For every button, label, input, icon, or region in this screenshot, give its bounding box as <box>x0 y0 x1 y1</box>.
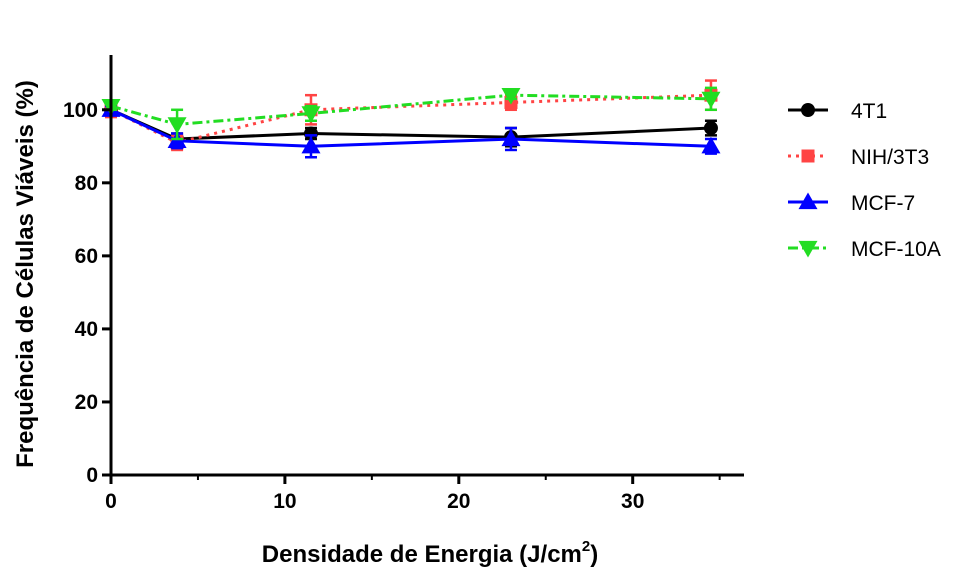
x-axis-title-close: ) <box>590 541 598 568</box>
axes: 0 20 40 60 80 100 0 10 20 30 <box>63 55 744 513</box>
legend-marker <box>801 103 815 117</box>
legend-label: NIH/3T3 <box>851 146 929 169</box>
y-tick-label-0: 0 <box>86 464 98 487</box>
data-point <box>303 126 318 141</box>
data-point <box>703 121 718 136</box>
y-tick-label-80: 80 <box>75 172 98 195</box>
legend-marker <box>801 149 815 163</box>
legend-label: 4T1 <box>851 100 887 123</box>
legend-marker <box>798 240 818 258</box>
x-axis-title-main: Densidade de Energia (J/cm <box>262 541 582 568</box>
x-tick-label-30: 30 <box>621 490 644 513</box>
data-point <box>701 136 721 154</box>
data-point <box>701 91 721 109</box>
x-tick-label-10: 10 <box>273 490 296 513</box>
y-tick-label-100: 100 <box>63 99 98 122</box>
series-4t1 <box>104 102 718 148</box>
series-line <box>110 93 711 126</box>
data-point <box>501 88 521 105</box>
y-tick-label-60: 60 <box>75 245 98 268</box>
y-ticks: 0 20 40 60 80 100 <box>63 99 111 487</box>
series-mcf-10a <box>101 86 721 141</box>
y-tick-label-40: 40 <box>75 318 98 341</box>
data-point <box>301 106 321 123</box>
data-point <box>167 117 187 134</box>
series-line <box>110 108 712 141</box>
legend-label: MCF-7 <box>851 192 915 215</box>
y-axis-title: Frequência de Células Viáveis (%) <box>12 80 39 468</box>
legend-item-mcf-10a: MCF-10A <box>788 238 941 261</box>
series-line <box>110 108 712 148</box>
x-ticks: 0 10 20 30 <box>105 475 721 513</box>
plot-area <box>101 79 721 159</box>
legend: 4T1 NIH/3T3 MCF-7 MCF-10A <box>788 100 941 261</box>
data-point <box>301 136 321 154</box>
legend-label: MCF-10A <box>851 238 941 261</box>
data-point <box>501 129 521 147</box>
legend-marker <box>798 192 818 210</box>
legend-item-mcf-7: MCF-7 <box>788 192 915 215</box>
series-mcf-7 <box>101 100 721 159</box>
y-tick-label-20: 20 <box>75 391 98 414</box>
x-tick-label-20: 20 <box>447 490 470 513</box>
x-axis-title: Densidade de Energia (J/cm2) <box>262 538 598 568</box>
x-axis-title-superscript: 2 <box>582 538 590 555</box>
legend-item-nih-3t3: NIH/3T3 <box>788 146 929 169</box>
legend-item-4t1: 4T1 <box>788 100 887 123</box>
x-tick-label-0: 0 <box>105 490 117 513</box>
